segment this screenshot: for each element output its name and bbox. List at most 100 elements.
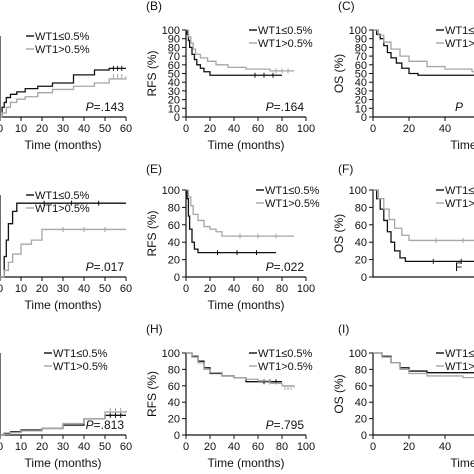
panel-label: (F) [338, 162, 353, 176]
y-tick-label: 20 [168, 414, 180, 426]
y-tick-label: 100 [162, 25, 180, 37]
p-value-annotation: P=.813 [86, 418, 125, 432]
series-line-wt1-high [0, 228, 126, 278]
x-tick-label: 0 [0, 441, 3, 453]
x-tick-label: 0 [370, 123, 376, 135]
y-axis-label: RFS (%) [145, 51, 159, 97]
panel-label: (E) [146, 162, 162, 176]
y-tick-label: 40 [168, 77, 180, 89]
chart-panel-3: 0204060801000102030405060708090100TimeOS… [332, 0, 474, 152]
x-axis-label: Time (months) [25, 138, 102, 152]
p-value-annotation: P [455, 100, 463, 114]
x-tick-label: 20 [204, 441, 216, 453]
x-tick-label: 40 [439, 441, 451, 453]
y-tick-label: 40 [355, 237, 367, 249]
y-tick-label: 10 [355, 103, 367, 115]
series-line-wt1-low [0, 67, 126, 118]
y-tick-label: 40 [168, 237, 180, 249]
legend-label: WT1≤0.5% [258, 25, 313, 37]
y-tick-label: 80 [168, 42, 180, 54]
y-tick-label: 80 [168, 202, 180, 214]
chart-panel-6: 0 20 40 60 80 100 OS (%) (F) WT1≤0.5%WT1>0.5% F [332, 162, 474, 284]
x-tick-label: 60 [252, 441, 264, 453]
series-line-wt1-high [186, 352, 295, 388]
x-tick-label: 60 [252, 283, 264, 295]
x-tick-label: 20 [36, 441, 48, 453]
panel-label: (I) [338, 322, 349, 336]
y-tick-label: 20 [168, 95, 180, 107]
y-tick-label: 0 [361, 430, 367, 442]
y-tick-label: 100 [349, 185, 367, 197]
x-tick-label: 100 [297, 123, 315, 135]
x-tick-label: 20 [36, 123, 48, 135]
y-tick-label: 50 [355, 69, 367, 81]
series-line-wt1-high [0, 410, 127, 436]
legend-label: WT1≤0.5% [265, 185, 320, 197]
legend-label: WT1>0.5% [265, 198, 320, 210]
y-tick-label: 60 [355, 60, 367, 72]
y-tick-label: 100 [162, 185, 180, 197]
y-axis-label: RFS (%) [145, 211, 159, 257]
y-axis-label: RFS (%) [145, 371, 159, 417]
panel-label: (H) [146, 322, 163, 336]
series-line-wt1-high [373, 352, 474, 379]
series-line-wt1-high [0, 76, 127, 118]
legend-label: WT1≤0.5% [445, 185, 474, 197]
series-line-wt1-high [373, 29, 474, 73]
x-axis-label: Time (months) [208, 456, 285, 470]
x-tick-label: 0 [0, 123, 3, 135]
y-tick-label: 50 [168, 69, 180, 81]
panel-label: (B) [146, 0, 162, 13]
x-tick-label: 50 [99, 123, 111, 135]
y-tick-label: 70 [168, 51, 180, 63]
legend-label: WT1≤0.5% [258, 348, 313, 360]
legend-label: WT1>0.5% [258, 38, 313, 50]
x-tick-label: 60 [120, 123, 132, 135]
x-tick-label: 40 [78, 123, 90, 135]
y-tick-label: 60 [355, 381, 367, 393]
p-value-annotation: P=.143 [86, 100, 125, 114]
x-tick-label: 20 [36, 283, 48, 295]
y-tick-label: 100 [349, 348, 367, 360]
chart-panel-5: 0 20 40 60 80 100 0 20 40 60 80 100 Time (months) RFS… [145, 162, 320, 312]
y-tick-label: 40 [355, 397, 367, 409]
x-tick-label: 100 [297, 283, 315, 295]
p-value-annotation: P=.795 [266, 418, 305, 432]
x-tick-label: 30 [57, 123, 69, 135]
p-value-annotation: P=.164 [266, 100, 305, 114]
y-tick-label: 60 [168, 381, 180, 393]
y-tick-label: 20 [355, 255, 367, 267]
x-tick-label: 10 [15, 283, 27, 295]
y-axis-label: OS (%) [332, 374, 346, 413]
x-tick-label: 40 [439, 123, 451, 135]
x-tick-label: 80 [276, 123, 288, 135]
y-tick-label: 30 [355, 86, 367, 98]
y-axis-label: OS (%) [332, 54, 346, 93]
x-tick-label: 80 [276, 283, 288, 295]
y-tick-label: 100 [349, 25, 367, 37]
x-axis-label: Time (months) [208, 138, 285, 152]
series-line-wt1-low [0, 202, 126, 278]
x-tick-label: 0 [370, 441, 376, 453]
x-axis-label: Time [450, 138, 474, 152]
x-tick-label: 10 [15, 123, 27, 135]
legend-label: WT1≤0.5% [445, 348, 474, 360]
legend-label: WT1>0.5% [445, 198, 474, 210]
y-tick-label: 70 [355, 51, 367, 63]
x-tick-label: 20 [204, 123, 216, 135]
x-tick-label: 40 [228, 441, 240, 453]
chart-panel-7: 0 10 20 30 40 50 60 Time (months) WT1≤0.5%WT1>0.… [0, 348, 132, 470]
x-tick-label: 60 [120, 283, 132, 295]
x-tick-label: 60 [252, 123, 264, 135]
x-tick-label: 0 [183, 123, 189, 135]
legend-label: WT1>0.5% [445, 38, 474, 50]
x-axis-label: Time (months) [25, 298, 102, 312]
y-tick-label: 0 [174, 112, 180, 124]
x-tick-label: 50 [99, 283, 111, 295]
x-tick-label: 40 [78, 441, 90, 453]
y-tick-label: 100 [162, 348, 180, 360]
y-tick-label: 60 [355, 220, 367, 232]
y-tick-label: 20 [355, 414, 367, 426]
x-tick-label: 0 [183, 283, 189, 295]
